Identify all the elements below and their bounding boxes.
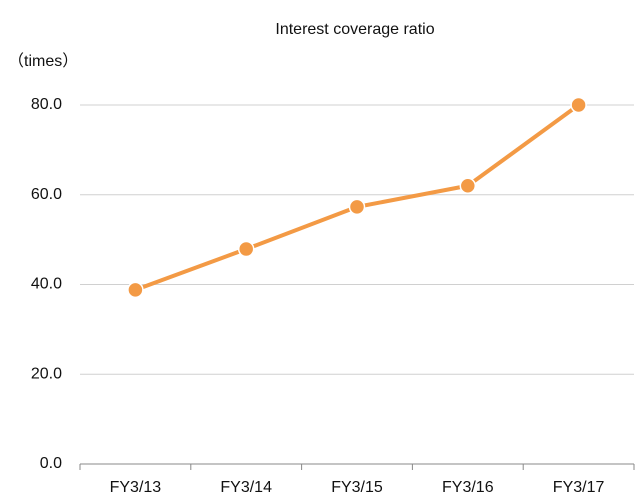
y-axis-label: （times） bbox=[8, 52, 78, 70]
line bbox=[134, 103, 580, 292]
y-tick-label: 60.0 bbox=[31, 186, 62, 203]
point bbox=[459, 177, 477, 195]
y-tick-label: 80.0 bbox=[31, 96, 62, 113]
x-tick-label: FY3/13 bbox=[110, 479, 162, 496]
y-tick-label: 20.0 bbox=[31, 365, 62, 382]
x-tick-label: FY3/17 bbox=[553, 479, 605, 496]
y-tick-label: 0.0 bbox=[40, 455, 62, 472]
x-tick-label: FY3/14 bbox=[220, 479, 272, 496]
y-tick-label: 40.0 bbox=[31, 276, 62, 293]
x-tick-label: FY3/15 bbox=[331, 479, 383, 496]
point bbox=[127, 281, 144, 299]
point bbox=[570, 96, 587, 114]
point bbox=[348, 198, 366, 216]
point bbox=[237, 240, 255, 258]
chart-title: Interest coverage ratio bbox=[275, 21, 434, 38]
x-tick-label: FY3/16 bbox=[442, 479, 494, 496]
